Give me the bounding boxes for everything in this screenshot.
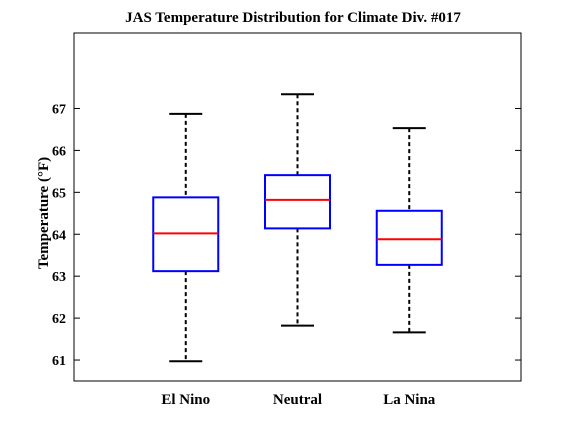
chart-title: JAS Temperature Distribution for Climate… — [125, 10, 461, 26]
y-tick-label: 62 — [52, 312, 66, 327]
x-category-label: El Nino — [161, 392, 210, 408]
y-tick-label: 61 — [52, 354, 66, 369]
y-axis-label: Temperature (°F) — [36, 157, 52, 269]
y-tick-label: 63 — [52, 270, 66, 285]
x-axis: El Nino Neutral La Nina — [161, 392, 435, 408]
y-tick-label: 67 — [52, 102, 66, 117]
y-tick-label: 64 — [52, 228, 66, 243]
boxplot-series — [152, 93, 443, 363]
iqr-box — [375, 209, 443, 266]
y-tick-label: 65 — [52, 186, 66, 201]
x-category-label: La Nina — [383, 392, 436, 408]
x-category-label: Neutral — [273, 392, 322, 408]
y-axis: 61 62 63 64 65 66 67 — [52, 102, 521, 369]
y-tick-label: 66 — [52, 144, 66, 159]
plot-area — [73, 32, 522, 382]
iqr-box — [264, 174, 331, 230]
